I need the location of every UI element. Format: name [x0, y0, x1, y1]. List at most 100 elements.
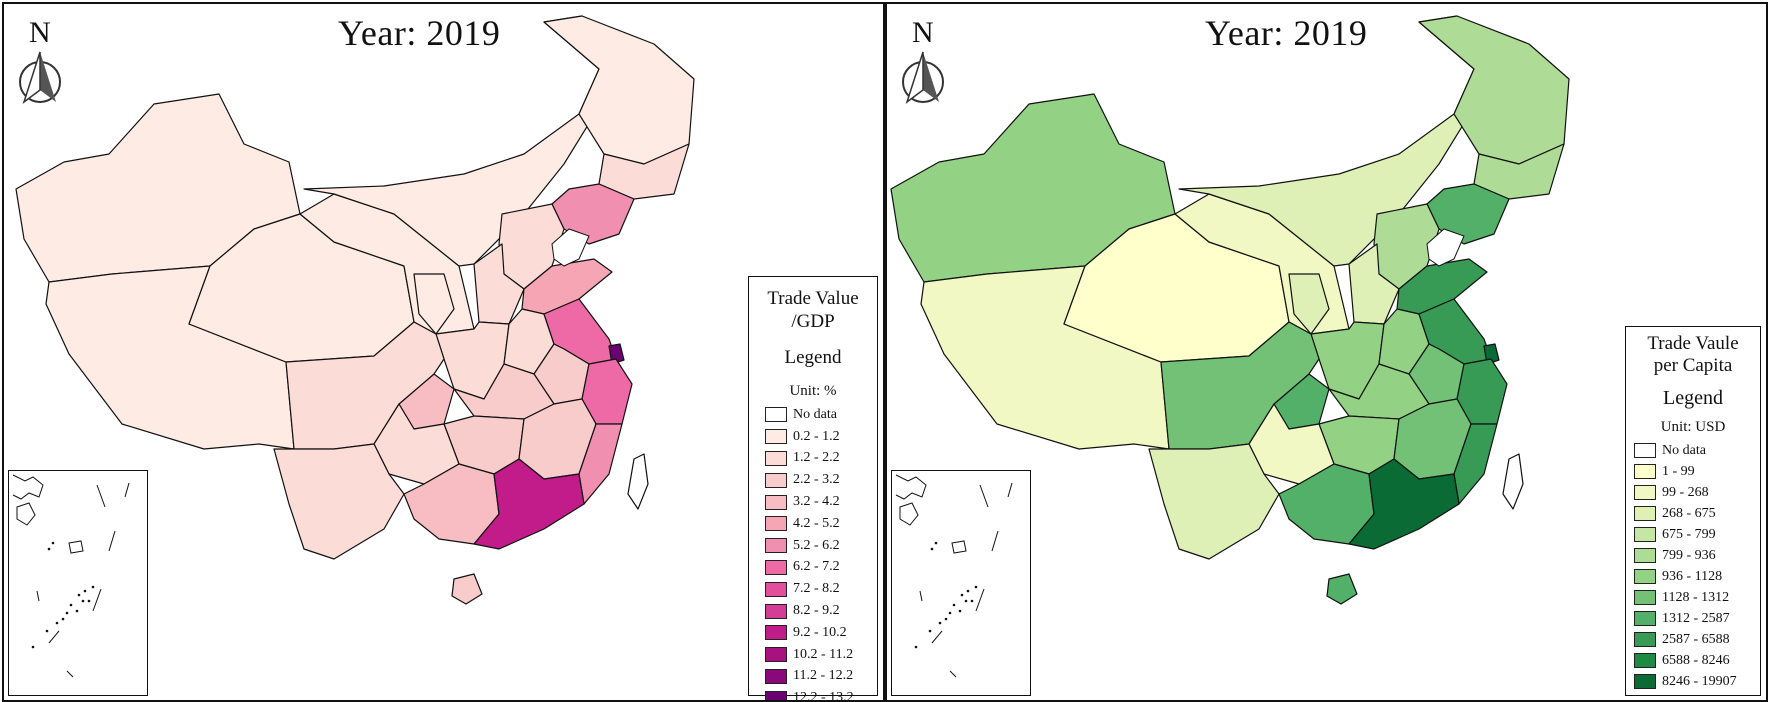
- legend-swatch: [765, 647, 787, 663]
- legend-trade-per-capita: Trade Vaule per Capita Legend Unit: USD …: [1625, 326, 1761, 696]
- legend-label: 6588 - 8246: [1662, 652, 1730, 668]
- legend-label: No data: [793, 406, 837, 422]
- north-arrow-icon: [19, 51, 61, 105]
- map-title: Year: 2019: [1205, 13, 1368, 53]
- legend-item: 2.2 - 3.2: [749, 469, 877, 491]
- legend-class-list: No data 0.2 - 1.2 1.2 - 2.2 2.2 - 3.2 3.2 - …: [749, 404, 877, 702]
- legend-item: 6.2 - 7.2: [749, 557, 877, 579]
- legend-label: 7.2 - 8.2: [793, 581, 840, 597]
- legend-label: 3.2 - 4.2: [793, 494, 840, 510]
- legend-swatch: [1634, 527, 1656, 542]
- legend-label: 799 - 936: [1662, 547, 1716, 563]
- province-hainan: [451, 573, 483, 605]
- legend-swatch: [1634, 464, 1656, 479]
- legend-item: 8246 - 19907: [1626, 671, 1760, 692]
- legend-item: 7.2 - 8.2: [749, 578, 877, 600]
- legend-swatch: [765, 603, 787, 619]
- legend-label: 268 - 675: [1662, 505, 1716, 521]
- map-panel-trade-gdp: Year: 2019 N: [2, 2, 885, 702]
- legend-swatch: [765, 516, 787, 532]
- province-guangdong: [1348, 458, 1460, 550]
- south-china-sea-inset: [8, 470, 148, 696]
- legend-item: No data: [1626, 440, 1760, 461]
- legend-label: 0.2 - 1.2: [793, 428, 840, 444]
- south-china-sea-inset-map: [895, 474, 1013, 678]
- legend-swatch: [765, 494, 787, 510]
- province-hainan: [1326, 573, 1358, 605]
- legend-swatch: [765, 538, 787, 554]
- legend-item: 1.2 - 2.2: [749, 448, 877, 470]
- legend-swatch: [1634, 485, 1656, 500]
- legend-item: 6588 - 8246: [1626, 650, 1760, 671]
- legend-title-line2: per Capita: [1653, 355, 1733, 376]
- legend-title: Trade Vaule per Capita: [1626, 333, 1760, 377]
- legend-swatch: [765, 690, 787, 700]
- legend-label: No data: [1662, 442, 1706, 458]
- map-title: Year: 2019: [338, 13, 501, 53]
- province-taiwan: [1502, 453, 1524, 510]
- bohai-sea: [1426, 228, 1465, 267]
- north-arrow-icon: [902, 51, 944, 105]
- north-label: N: [29, 16, 51, 49]
- legend-label: 1.2 - 2.2: [793, 450, 840, 466]
- legend-label: 6.2 - 7.2: [793, 559, 840, 575]
- legend-item: 3.2 - 4.2: [749, 491, 877, 513]
- legend-heading: Legend: [784, 347, 842, 368]
- legend-label: 1312 - 2587: [1662, 610, 1730, 626]
- legend-item: 99 - 268: [1626, 482, 1760, 503]
- province-yunnan: [273, 443, 405, 560]
- legend-swatch: [1634, 653, 1656, 668]
- province-guangdong: [473, 458, 585, 550]
- china-choropleth-trade-gdp: [15, 15, 695, 605]
- legend-swatch: [765, 559, 787, 575]
- legend-item: 0.2 - 1.2: [749, 426, 877, 448]
- legend-item: 5.2 - 6.2: [749, 535, 877, 557]
- legend-label: 8.2 - 9.2: [793, 603, 840, 619]
- china-choropleth-trade-per-capita: [890, 15, 1570, 605]
- legend-swatch: [1634, 632, 1656, 647]
- legend-label: 2.2 - 3.2: [793, 472, 840, 488]
- legend-swatch: [765, 625, 787, 641]
- south-china-sea-inset-map: [12, 474, 130, 678]
- legend-label: 1 - 99: [1662, 463, 1695, 479]
- legend-item: 8.2 - 9.2: [749, 600, 877, 622]
- legend-item: 936 - 1128: [1626, 566, 1760, 587]
- legend-item: 1 - 99: [1626, 461, 1760, 482]
- province-taiwan: [627, 453, 649, 510]
- legend-title-line1: Trade Value: [767, 288, 859, 309]
- legend-label: 1128 - 1312: [1662, 589, 1730, 605]
- legend-unit: Unit: USD: [1660, 419, 1726, 435]
- legend-unit: Unit: %: [789, 383, 837, 399]
- legend-item: 10.2 - 11.2: [749, 644, 877, 666]
- legend-swatch: [765, 472, 787, 488]
- legend-item: 1128 - 1312: [1626, 587, 1760, 608]
- legend-swatch: [765, 429, 787, 445]
- legend-swatch: [765, 450, 787, 466]
- legend-swatch: [1634, 611, 1656, 626]
- legend-swatch: [765, 668, 787, 684]
- legend-item: 4.2 - 5.2: [749, 513, 877, 535]
- legend-label: 5.2 - 6.2: [793, 537, 840, 553]
- legend-label: 10.2 - 11.2: [793, 646, 854, 662]
- legend-swatch: [765, 407, 787, 423]
- legend-swatch: [765, 581, 787, 597]
- province-tibet: [45, 265, 295, 450]
- legend-swatch: [1634, 674, 1656, 689]
- legend-title-line2: /GDP: [791, 311, 835, 332]
- legend-label: 12.2 - 13.2: [793, 690, 854, 702]
- legend-heading: Legend: [1663, 387, 1723, 409]
- province-tibet: [920, 265, 1170, 450]
- legend-swatch: [1634, 506, 1656, 521]
- legend-item: 2587 - 6588: [1626, 629, 1760, 650]
- map-panel-trade-per-capita: Year: 2019 N: [885, 2, 1768, 702]
- legend-item: 799 - 936: [1626, 545, 1760, 566]
- legend-item: No data: [749, 404, 877, 426]
- bohai-sea: [551, 228, 590, 267]
- legend-label: 4.2 - 5.2: [793, 515, 840, 531]
- legend-item: 9.2 - 10.2: [749, 622, 877, 644]
- province-ningxia: [413, 273, 455, 335]
- legend-item: 675 - 799: [1626, 524, 1760, 545]
- legend-label: 9.2 - 10.2: [793, 624, 847, 640]
- legend-label: 99 - 268: [1662, 484, 1709, 500]
- legend-label: 936 - 1128: [1662, 568, 1723, 584]
